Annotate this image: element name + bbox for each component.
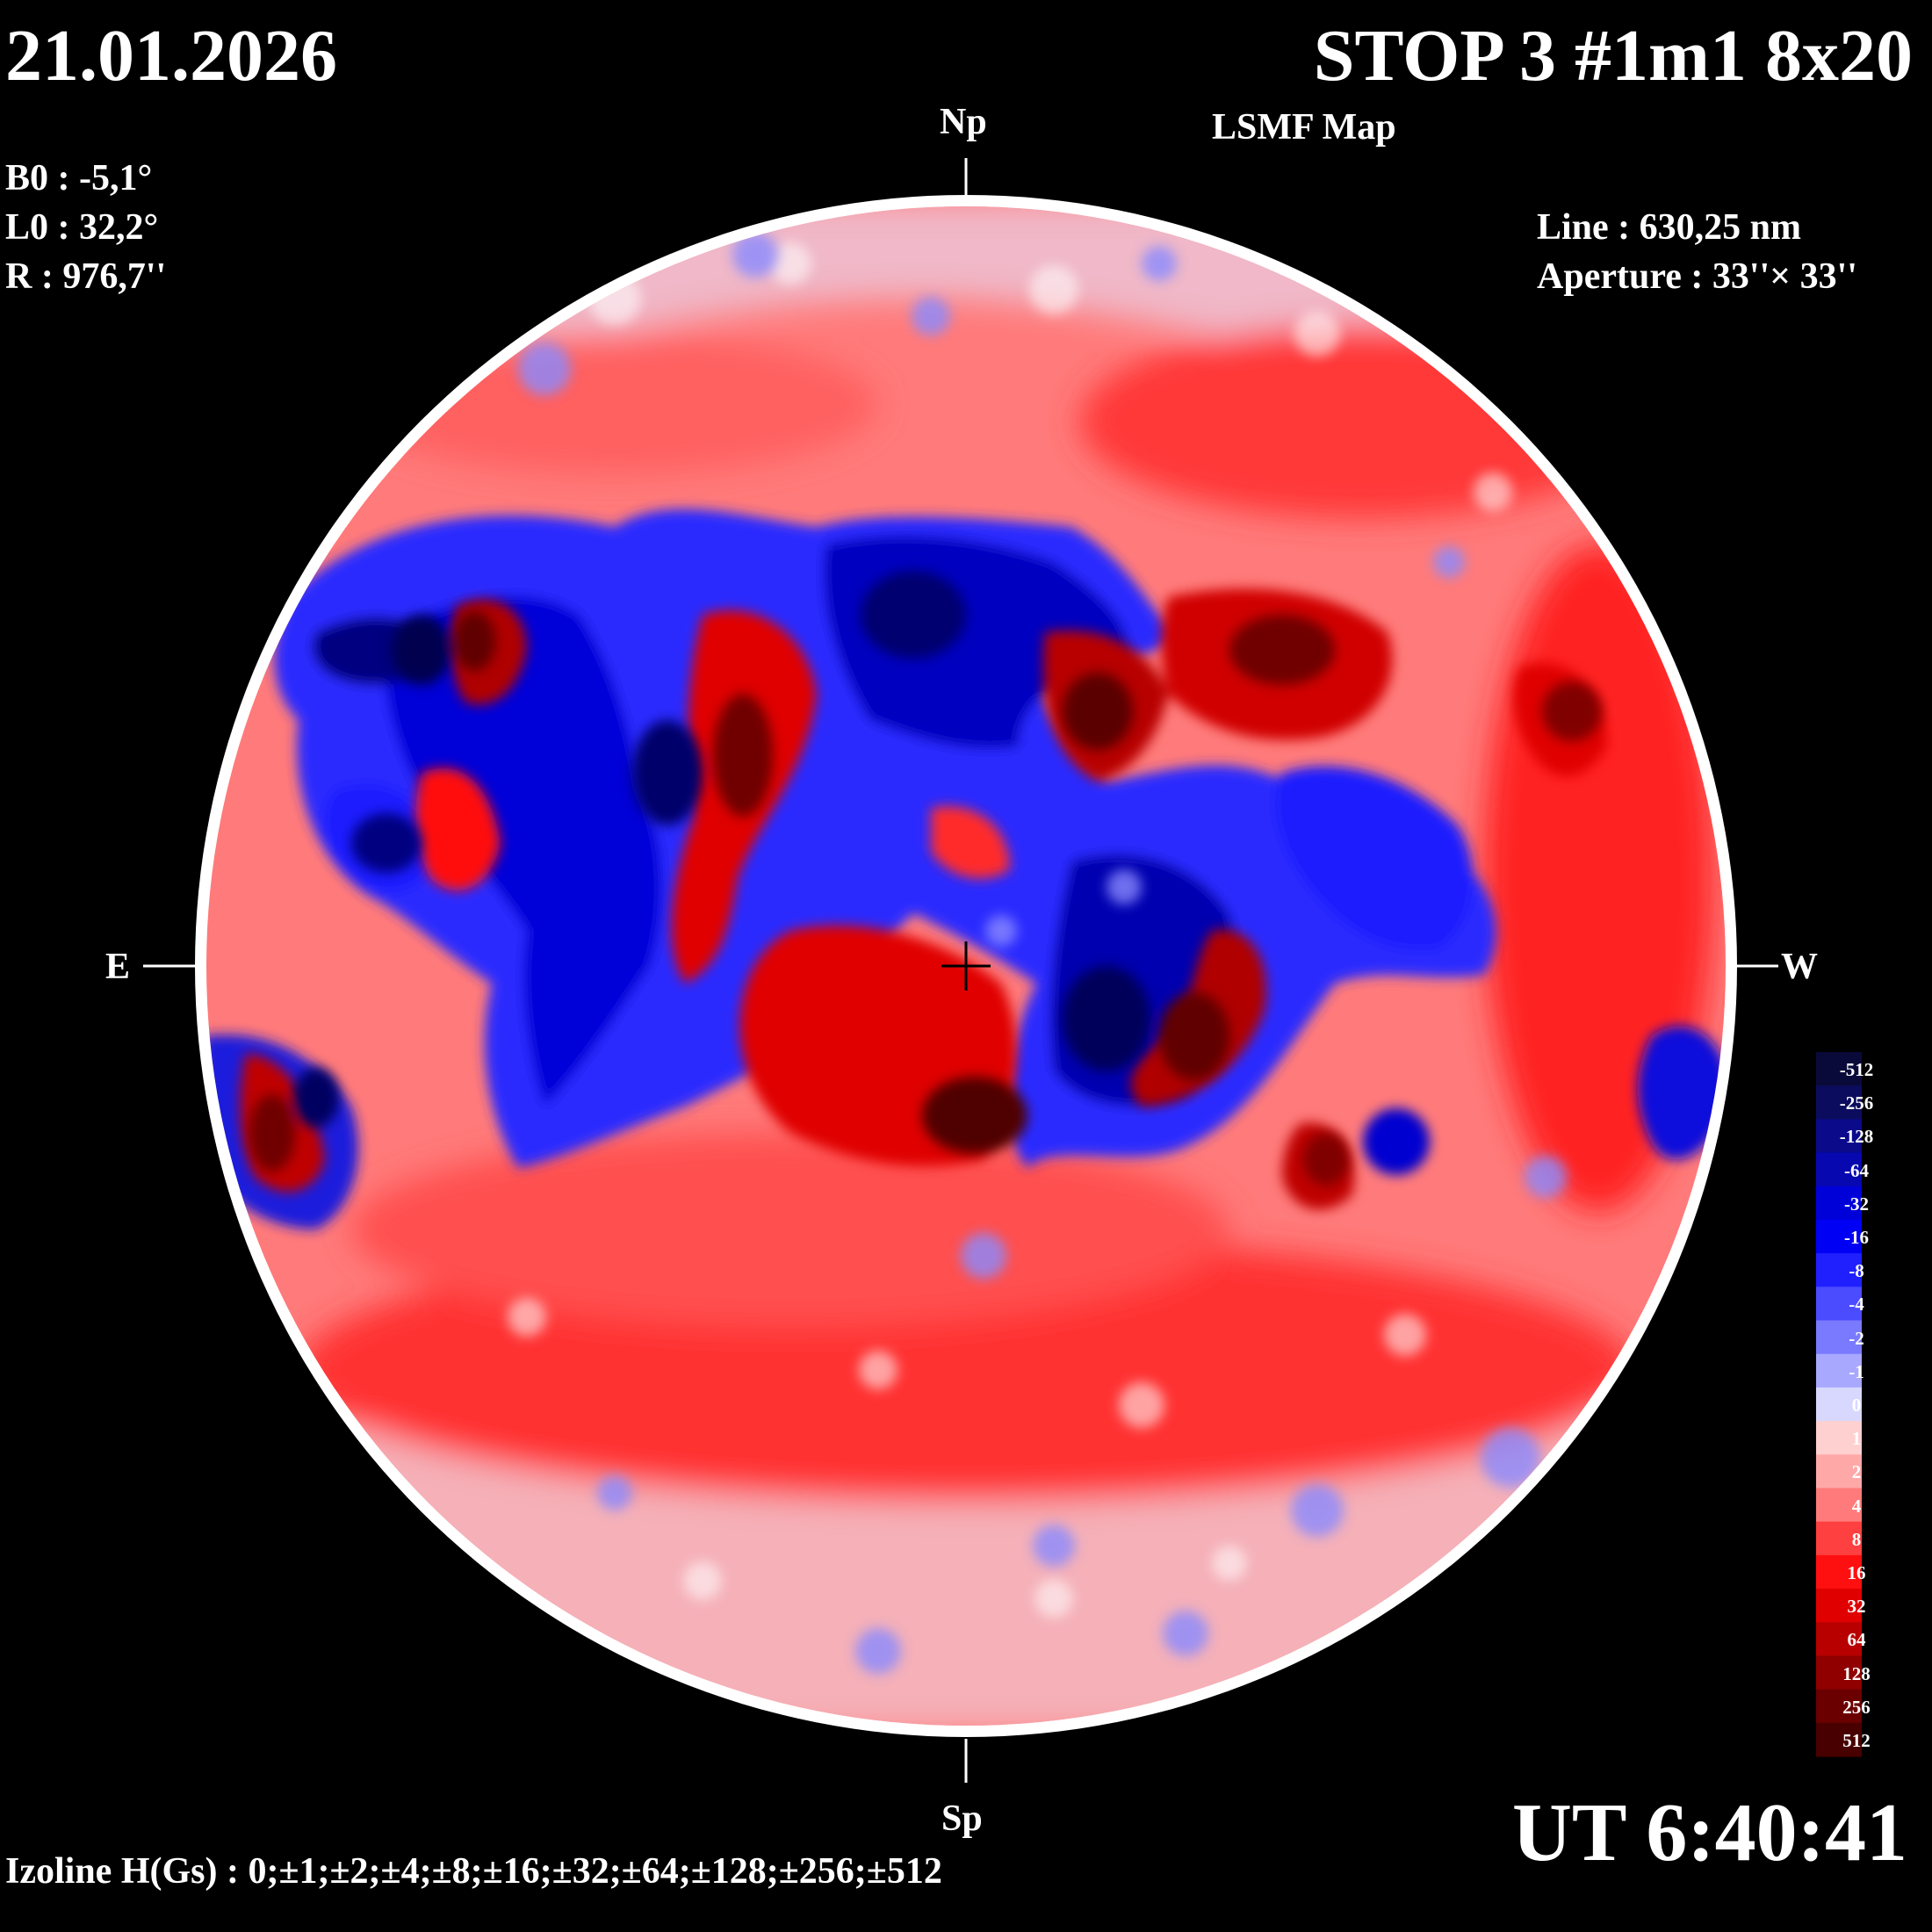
north-pole-label: Np: [940, 102, 987, 142]
colorbar-swatch: [1816, 1052, 1862, 1086]
colorbar-tick-label: 128: [1842, 1662, 1871, 1684]
colorbar-swatch: [1816, 1186, 1862, 1221]
colorbar-swatch: [1816, 1622, 1862, 1657]
observation-date: 21.01.2026: [5, 15, 337, 97]
colorbar-swatch: [1816, 1454, 1862, 1489]
colorbar-tick-label: 256: [1842, 1696, 1871, 1718]
colorbar-swatch: [1816, 1152, 1862, 1187]
colorbar-swatch: [1816, 1722, 1862, 1757]
colorbar-tick-label: 512: [1842, 1729, 1871, 1751]
l0-value: L0 : 32,2°: [5, 207, 159, 248]
colorbar-tick-label: 1: [1851, 1428, 1862, 1450]
map-title: STOP 3 #1m1 8x20: [1313, 15, 1913, 97]
colorbar-swatch: [1816, 1085, 1862, 1120]
izoline-legend: Izoline H(Gs) : 0;±1;±2;±4;±8;±16;±32;±6…: [5, 1851, 942, 1892]
colorbar-tick-label: -128: [1839, 1126, 1874, 1148]
colorbar-tick-label: -8: [1849, 1260, 1864, 1282]
colorbar-tick-label: 32: [1847, 1596, 1866, 1618]
colorbar-swatch: [1816, 1387, 1862, 1422]
colorbar-tick-label: -512: [1839, 1059, 1874, 1081]
colorbar-swatch: [1816, 1320, 1862, 1355]
colorbar-tick-label: -256: [1839, 1092, 1874, 1114]
south-pole-label: Sp: [941, 1799, 983, 1839]
colorbar-tick-label: 4: [1851, 1495, 1862, 1517]
colorbar-swatch: [1816, 1119, 1862, 1154]
colorbar-swatch: [1816, 1554, 1862, 1590]
colorbar-swatch: [1816, 1521, 1862, 1556]
universal-time: UT 6:40:41: [1512, 1787, 1907, 1878]
east-label: E: [105, 947, 131, 987]
colorbar-tick-label: 64: [1847, 1629, 1866, 1651]
colorbar-tick-label: 0: [1851, 1395, 1862, 1416]
colorbar-swatch: [1816, 1421, 1862, 1455]
west-label: W: [1781, 947, 1818, 987]
colorbar-swatch: [1816, 1353, 1862, 1388]
spectral-line-value: Line : 630,25 nm: [1537, 207, 1802, 248]
aperture-value: Aperture : 33''× 33'': [1537, 256, 1857, 297]
radius-value: R : 976,7'': [5, 256, 167, 297]
colorbar-tick-label: -16: [1844, 1227, 1869, 1249]
b0-value: B0 : -5,1°: [5, 158, 153, 198]
colorbar-tick-label: 16: [1847, 1561, 1866, 1583]
colorbar-swatch: [1816, 1253, 1862, 1287]
colorbar-tick-label: -64: [1844, 1159, 1869, 1181]
colorbar-swatch: [1816, 1287, 1862, 1322]
colorbar-swatch: [1816, 1589, 1862, 1623]
colorbar-tick-label: 2: [1851, 1461, 1862, 1483]
colorbar-tick-label: 8: [1851, 1528, 1862, 1550]
colorbar-swatch: [1816, 1488, 1862, 1523]
colorbar: [1816, 1052, 1862, 1757]
colorbar-tick-label: -2: [1849, 1327, 1864, 1349]
colorbar-tick-label: -1: [1849, 1360, 1864, 1382]
map-subtitle: LSMF Map: [1212, 107, 1396, 148]
colorbar-swatch: [1816, 1655, 1862, 1690]
colorbar-swatch: [1816, 1219, 1862, 1254]
colorbar-tick-label: -32: [1844, 1193, 1869, 1215]
colorbar-swatch: [1816, 1689, 1862, 1724]
colorbar-tick-label: -4: [1849, 1294, 1864, 1316]
